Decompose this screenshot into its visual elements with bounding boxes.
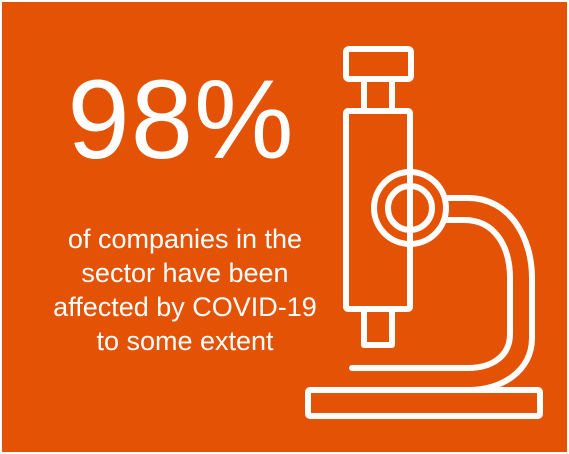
- stat-caption-line: affected by COVID-19: [53, 292, 317, 322]
- stat-caption-line: sector have been: [81, 258, 289, 288]
- objective-lens: [361, 306, 395, 348]
- body-tube: [343, 108, 413, 312]
- stat-caption-line: of companies in the: [67, 224, 303, 254]
- arm-joint-inner: [385, 183, 435, 233]
- eyepiece-neck: [361, 76, 395, 114]
- stat-caption: of companies in the sector have been aff…: [10, 222, 360, 358]
- arm-outer: [443, 195, 535, 393]
- stat-value: 98%: [67, 57, 295, 182]
- arm-inner: [349, 217, 513, 371]
- arm-joint-outer: [371, 169, 449, 247]
- eyepiece-cap: [343, 46, 414, 82]
- stat-caption-line: to some extent: [96, 326, 274, 356]
- microscope-base: [305, 387, 543, 419]
